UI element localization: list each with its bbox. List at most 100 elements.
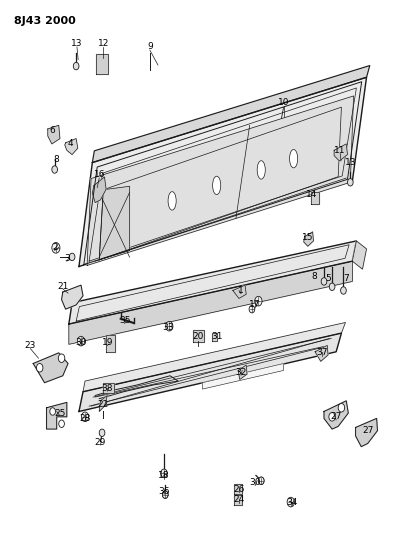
Text: 27: 27 bbox=[362, 426, 373, 435]
Circle shape bbox=[81, 412, 89, 422]
Polygon shape bbox=[69, 261, 352, 344]
Text: 3: 3 bbox=[64, 254, 70, 263]
Ellipse shape bbox=[213, 176, 221, 195]
Polygon shape bbox=[103, 383, 114, 393]
Circle shape bbox=[52, 243, 60, 253]
Ellipse shape bbox=[257, 161, 265, 179]
Text: 14: 14 bbox=[306, 190, 318, 199]
Polygon shape bbox=[352, 241, 367, 269]
Text: 13: 13 bbox=[345, 158, 356, 167]
Text: 29: 29 bbox=[95, 438, 106, 447]
Text: 38: 38 bbox=[102, 384, 113, 392]
Circle shape bbox=[287, 497, 294, 507]
Polygon shape bbox=[234, 495, 242, 505]
Circle shape bbox=[321, 278, 327, 285]
Text: 13: 13 bbox=[71, 39, 83, 48]
Circle shape bbox=[161, 469, 167, 478]
Text: 23: 23 bbox=[25, 341, 36, 350]
Text: 32: 32 bbox=[235, 368, 247, 376]
Circle shape bbox=[99, 429, 105, 437]
Polygon shape bbox=[33, 353, 68, 383]
Text: 4: 4 bbox=[68, 140, 74, 148]
Text: 28: 28 bbox=[79, 414, 91, 423]
Circle shape bbox=[329, 283, 335, 290]
Circle shape bbox=[162, 491, 168, 498]
Text: 36: 36 bbox=[158, 487, 170, 496]
Text: 11: 11 bbox=[335, 146, 346, 155]
Text: 12: 12 bbox=[98, 39, 109, 48]
Ellipse shape bbox=[168, 192, 176, 210]
Polygon shape bbox=[69, 241, 356, 324]
Circle shape bbox=[52, 166, 58, 173]
Text: 34: 34 bbox=[286, 498, 297, 506]
Polygon shape bbox=[87, 96, 354, 265]
Polygon shape bbox=[193, 330, 204, 342]
Text: 33: 33 bbox=[162, 324, 174, 332]
Text: 30: 30 bbox=[249, 478, 261, 487]
Text: 17: 17 bbox=[249, 301, 261, 309]
Text: 7: 7 bbox=[343, 274, 349, 282]
Text: 24: 24 bbox=[233, 496, 245, 504]
Text: 8: 8 bbox=[311, 272, 317, 280]
Polygon shape bbox=[356, 418, 377, 447]
Circle shape bbox=[258, 477, 264, 484]
Polygon shape bbox=[234, 484, 242, 494]
Text: 30: 30 bbox=[75, 338, 87, 346]
Text: 1: 1 bbox=[238, 286, 244, 295]
Polygon shape bbox=[315, 345, 328, 361]
Text: 10: 10 bbox=[278, 98, 289, 107]
Circle shape bbox=[69, 253, 75, 261]
Polygon shape bbox=[47, 402, 67, 429]
Polygon shape bbox=[79, 333, 341, 411]
Text: 26: 26 bbox=[233, 485, 245, 494]
Text: 9: 9 bbox=[147, 43, 153, 51]
Text: 25: 25 bbox=[54, 409, 66, 417]
Text: 21: 21 bbox=[57, 282, 68, 291]
Circle shape bbox=[50, 408, 55, 415]
Text: 8J43 2000: 8J43 2000 bbox=[14, 16, 76, 26]
Polygon shape bbox=[106, 335, 115, 352]
Circle shape bbox=[166, 321, 173, 331]
Text: 6: 6 bbox=[50, 126, 55, 135]
Text: 2: 2 bbox=[52, 244, 58, 252]
Text: 27: 27 bbox=[330, 413, 342, 421]
Circle shape bbox=[347, 179, 353, 186]
Polygon shape bbox=[92, 177, 106, 203]
Circle shape bbox=[162, 491, 168, 498]
Polygon shape bbox=[311, 192, 319, 204]
Polygon shape bbox=[324, 401, 348, 429]
Circle shape bbox=[249, 305, 255, 313]
Circle shape bbox=[341, 287, 346, 294]
Text: 31: 31 bbox=[211, 333, 222, 341]
Polygon shape bbox=[62, 285, 83, 309]
Circle shape bbox=[258, 477, 264, 484]
Polygon shape bbox=[238, 365, 247, 379]
Text: 15: 15 bbox=[302, 233, 313, 241]
Polygon shape bbox=[202, 364, 284, 389]
Circle shape bbox=[58, 354, 65, 362]
Ellipse shape bbox=[290, 149, 298, 168]
Polygon shape bbox=[48, 125, 60, 144]
Text: 16: 16 bbox=[94, 171, 105, 179]
Polygon shape bbox=[96, 54, 108, 74]
Polygon shape bbox=[79, 77, 367, 266]
Polygon shape bbox=[99, 187, 130, 260]
Polygon shape bbox=[99, 395, 107, 411]
Circle shape bbox=[255, 296, 262, 306]
Text: 37: 37 bbox=[316, 349, 328, 357]
Circle shape bbox=[161, 470, 167, 477]
Polygon shape bbox=[304, 232, 313, 246]
Polygon shape bbox=[65, 139, 78, 155]
Circle shape bbox=[59, 420, 64, 427]
Polygon shape bbox=[83, 322, 345, 392]
Text: 5: 5 bbox=[325, 274, 331, 282]
Text: 19: 19 bbox=[102, 338, 113, 346]
Circle shape bbox=[36, 364, 43, 372]
Circle shape bbox=[77, 336, 85, 346]
Circle shape bbox=[73, 62, 79, 70]
Text: 8: 8 bbox=[54, 156, 60, 164]
Text: 18: 18 bbox=[158, 471, 170, 480]
Polygon shape bbox=[212, 333, 217, 341]
Text: 35: 35 bbox=[119, 317, 130, 325]
Circle shape bbox=[338, 403, 345, 412]
